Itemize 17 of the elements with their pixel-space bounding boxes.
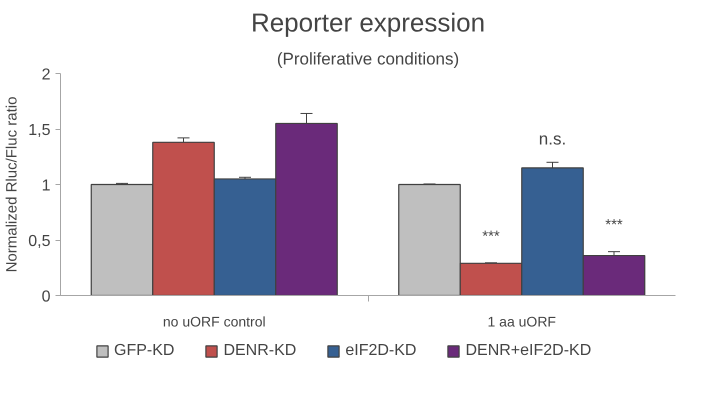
annotation: *** (605, 216, 623, 234)
y-axis-title: Normalized Rluc/Fluc ratio (3, 96, 20, 272)
legend-label: DENR-KD (223, 342, 296, 360)
x-tick-label: 1 aa uORF (488, 314, 556, 330)
y-tick-label: 1 (42, 178, 51, 194)
y-tick-label: 0,5 (28, 233, 51, 250)
y-tick-label: 2 (42, 66, 51, 84)
annotation: n.s. (538, 129, 566, 148)
y-tick-label: 1,5 (28, 122, 51, 139)
legend-label: eIF2D-KD (345, 342, 416, 360)
annotation: *** (482, 228, 500, 245)
chart-title: Reporter expression (250, 8, 486, 38)
chart-subtitle: (Proliferative conditions) (276, 50, 460, 68)
y-tick-label: 0 (42, 288, 51, 306)
legend-label: DENR+eIF2D-KD (465, 342, 592, 360)
x-tick-label: no uORF control (162, 314, 266, 330)
legend-label: GFP-KD (114, 342, 174, 360)
